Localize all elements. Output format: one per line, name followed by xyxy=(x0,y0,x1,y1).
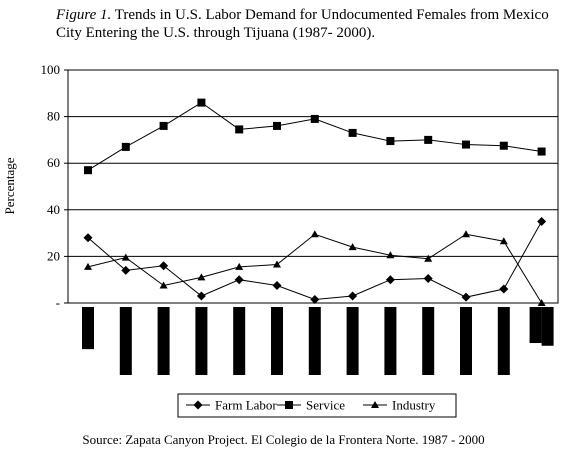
triangle-marker xyxy=(499,237,508,245)
square-marker xyxy=(499,141,508,150)
diamond-marker xyxy=(83,233,93,243)
category-bars xyxy=(82,307,554,375)
category-bar xyxy=(422,307,435,375)
y-tick-label: 20 xyxy=(47,248,60,263)
category-bar xyxy=(308,307,321,375)
series-line-service xyxy=(87,102,542,171)
figure-caption: Trends in U.S. Labor Demand for Undocume… xyxy=(56,7,549,41)
square-marker xyxy=(197,98,206,107)
legend-item-industry: Industry xyxy=(363,398,436,413)
category-bar xyxy=(233,307,246,375)
diamond-marker xyxy=(423,274,433,284)
diamond-marker xyxy=(272,281,282,291)
y-tick-label: - xyxy=(56,295,60,310)
square-marker xyxy=(424,135,433,144)
y-axis-label: Percentage xyxy=(2,157,17,214)
legend-label: Service xyxy=(306,398,345,413)
triangle-marker xyxy=(348,243,357,251)
square-marker xyxy=(462,140,470,149)
square-marker xyxy=(121,142,130,151)
category-bar xyxy=(346,307,359,375)
triangle-marker xyxy=(159,281,168,289)
plot-border xyxy=(67,69,559,304)
triangle-marker xyxy=(310,230,319,238)
category-bar xyxy=(271,307,283,375)
series-line-industry xyxy=(87,233,543,304)
diamond-marker xyxy=(193,400,203,410)
y-tick-label: 40 xyxy=(47,202,60,217)
triangle-marker xyxy=(371,401,379,408)
category-bar xyxy=(541,307,554,346)
diamond-marker xyxy=(348,291,358,301)
series-group xyxy=(83,98,547,306)
chart-title: Figure 1. Trends in U.S. Labor Demand fo… xyxy=(56,6,556,42)
legend-box xyxy=(177,393,457,418)
category-bar xyxy=(82,307,94,350)
legend: Farm Labor Service Industry xyxy=(177,393,457,418)
legend-label: Farm Labor xyxy=(215,398,277,413)
square-marker xyxy=(159,121,168,130)
triangle-marker xyxy=(386,251,395,259)
diamond-marker xyxy=(121,265,131,275)
y-axis-ticks: 100 80 60 40 20 - xyxy=(41,62,68,310)
triangle-marker xyxy=(273,260,281,268)
diamond-marker xyxy=(461,292,471,302)
series-farm-labor xyxy=(83,216,547,305)
legend-item-service: Service xyxy=(277,398,345,413)
square-marker xyxy=(235,125,244,134)
square-marker xyxy=(537,147,546,156)
square-marker xyxy=(386,137,395,146)
square-marker xyxy=(348,128,357,137)
legend-label: Industry xyxy=(392,398,436,413)
y-tick-label: 80 xyxy=(47,109,60,124)
figure-label: Figure 1. xyxy=(56,7,112,23)
triangle-marker xyxy=(537,299,546,306)
square-marker xyxy=(310,114,319,123)
source-note: Source: Zapata Canyon Project. El Colegi… xyxy=(82,432,485,447)
diamond-marker xyxy=(385,275,395,285)
legend-item-farm-labor: Farm Labor xyxy=(186,398,277,413)
plot-area xyxy=(67,69,559,304)
triangle-marker xyxy=(84,262,92,270)
diamond-marker xyxy=(159,261,169,271)
category-bar xyxy=(497,307,510,375)
diamond-marker xyxy=(310,295,320,305)
square-marker xyxy=(273,121,281,130)
category-bar xyxy=(529,307,542,344)
square-marker xyxy=(285,401,293,409)
series-industry xyxy=(84,230,546,306)
category-bar xyxy=(195,307,208,375)
series-service xyxy=(84,98,546,175)
diamond-marker xyxy=(196,291,206,301)
diamond-marker xyxy=(234,275,244,285)
category-bar xyxy=(384,307,397,375)
diamond-marker xyxy=(499,284,509,294)
category-bar xyxy=(460,307,472,375)
triangle-marker xyxy=(197,273,206,281)
category-bar xyxy=(119,307,132,375)
category-bar xyxy=(157,307,170,375)
diamond-marker xyxy=(537,216,547,226)
y-tick-label: 100 xyxy=(41,62,61,77)
triangle-marker xyxy=(235,262,244,270)
triangle-marker xyxy=(424,254,433,262)
square-marker xyxy=(84,166,92,175)
triangle-marker xyxy=(462,230,470,238)
triangle-marker xyxy=(121,253,130,261)
y-tick-label: 60 xyxy=(47,155,60,170)
